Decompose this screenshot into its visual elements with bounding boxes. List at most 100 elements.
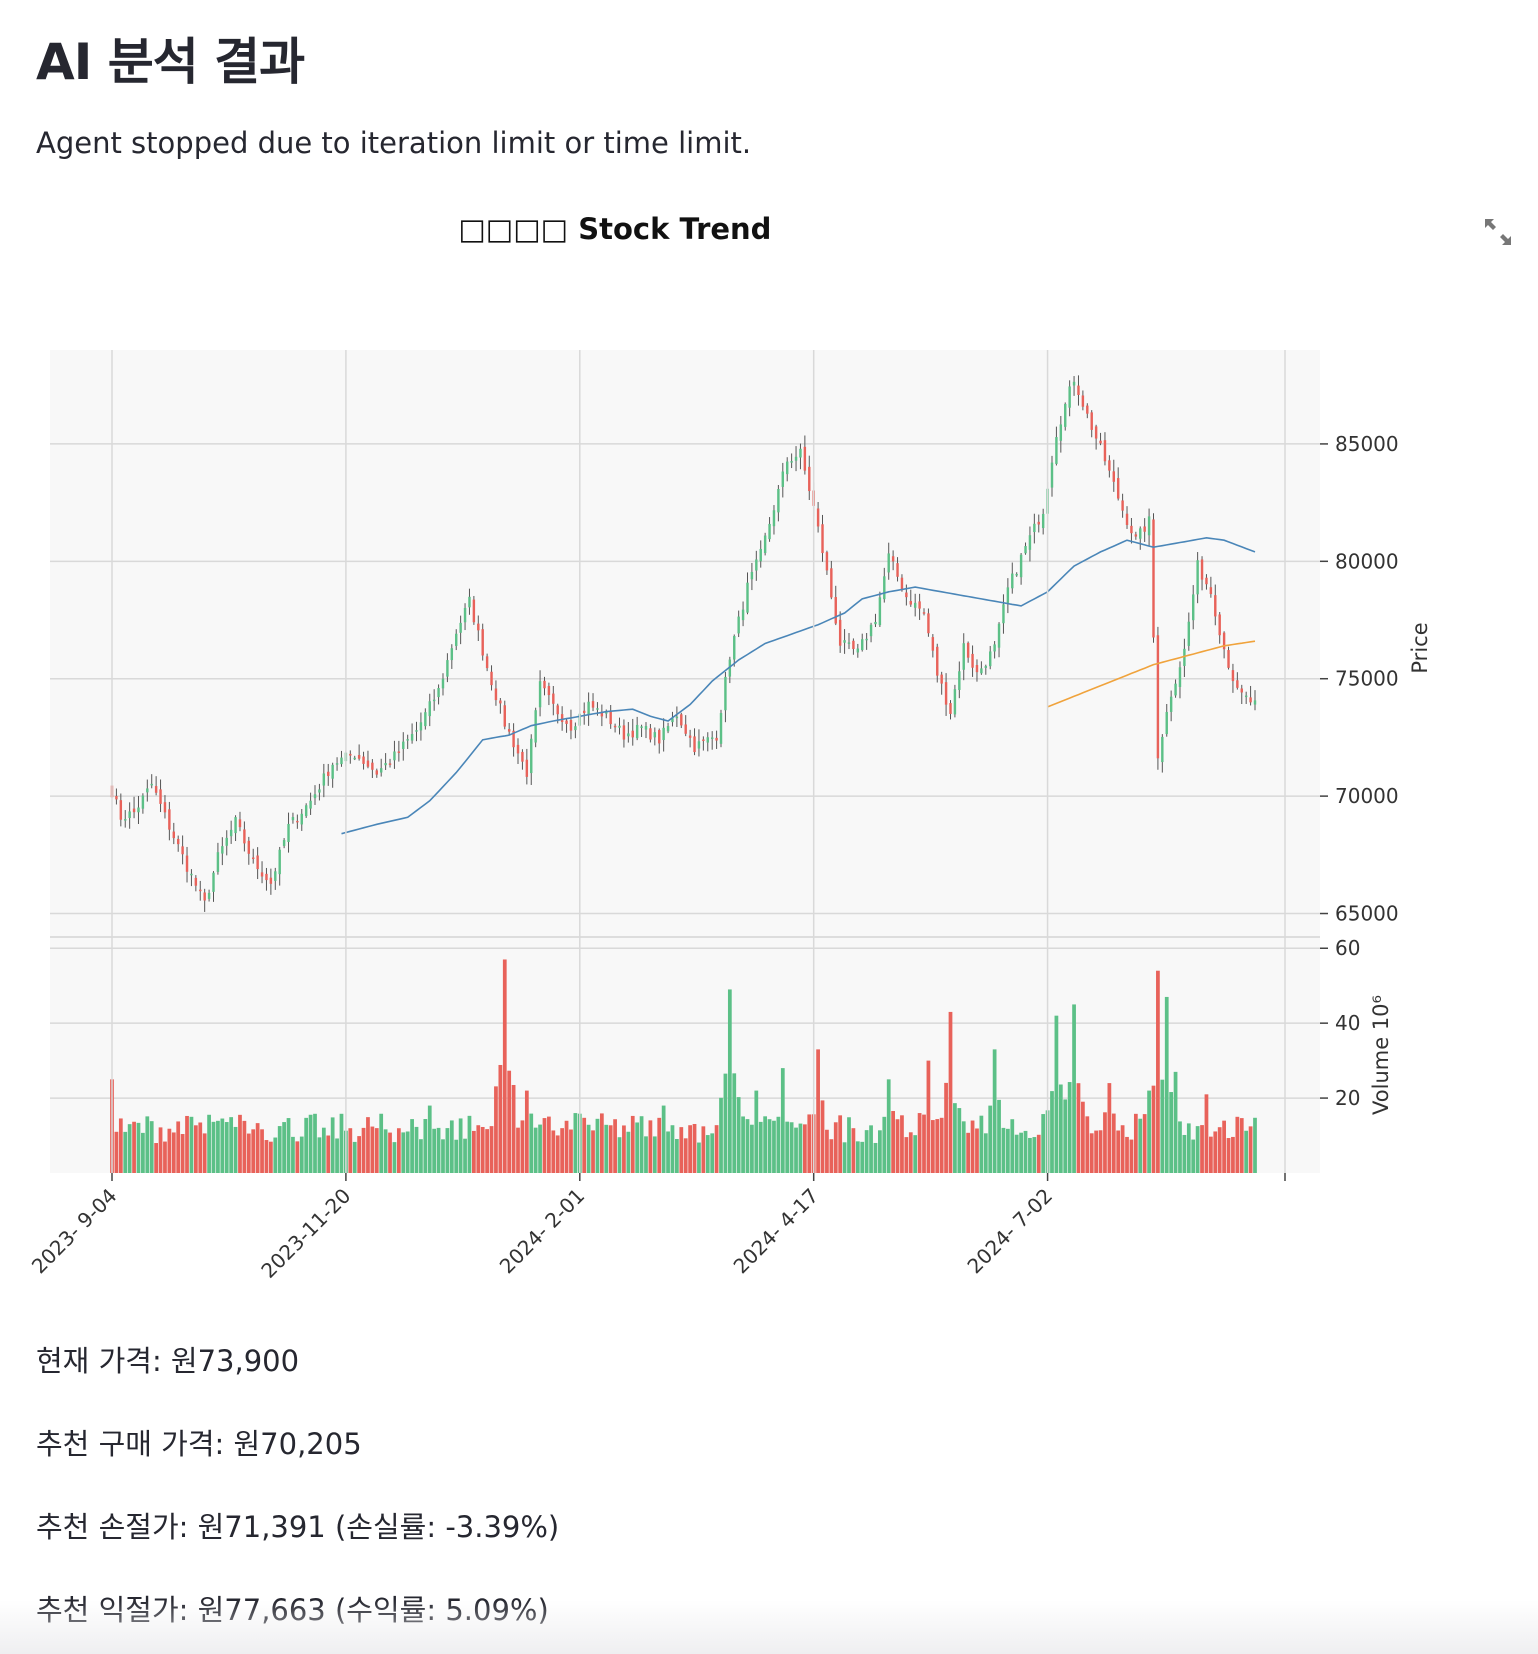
volume-bar bbox=[833, 1122, 838, 1173]
volume-bar bbox=[886, 1079, 891, 1173]
candle-body bbox=[1200, 559, 1204, 580]
candle-body bbox=[1214, 595, 1217, 617]
volume-bar bbox=[1226, 1138, 1231, 1173]
candle-body bbox=[1227, 650, 1230, 668]
candle-body bbox=[635, 724, 639, 739]
volume-bar bbox=[1204, 1094, 1209, 1173]
candle-body bbox=[1006, 587, 1010, 603]
candle-body bbox=[371, 762, 374, 770]
volume-bar bbox=[630, 1115, 635, 1173]
candle-body bbox=[415, 730, 418, 732]
candle-body bbox=[318, 789, 321, 793]
candle-body bbox=[278, 849, 281, 875]
recommended-buy-price-text: 추천 구매 가격: 원70,205 bbox=[36, 1427, 362, 1461]
fullscreen-expand-button[interactable] bbox=[1480, 214, 1516, 250]
candle-body bbox=[653, 732, 657, 738]
volume-bar bbox=[207, 1114, 211, 1173]
date-x-axis-ticks: 2023- 9-04 2023-11-20 2024- 2-01 2024- 4-17… bbox=[27, 1173, 1286, 1283]
volume-bar bbox=[529, 1113, 534, 1173]
volume-bar bbox=[458, 1118, 463, 1173]
volume-bar bbox=[374, 1128, 379, 1173]
candle-body bbox=[852, 640, 855, 649]
volume-bar bbox=[1089, 1133, 1094, 1173]
candle-body bbox=[181, 846, 184, 855]
candle-body bbox=[1055, 437, 1058, 464]
volume-bar bbox=[220, 1118, 225, 1173]
volume-bar bbox=[189, 1116, 194, 1173]
volume-bar bbox=[185, 1115, 189, 1173]
volume-bar bbox=[860, 1141, 865, 1173]
candle-body bbox=[838, 619, 842, 646]
volume-bar bbox=[900, 1115, 904, 1173]
candle-body bbox=[927, 613, 930, 634]
candle-body bbox=[966, 642, 970, 658]
volume-bar bbox=[498, 1064, 503, 1173]
candle-body bbox=[455, 633, 458, 646]
volume-bar bbox=[675, 1138, 679, 1173]
candle-body bbox=[1068, 386, 1071, 408]
volume-bar bbox=[776, 1116, 781, 1173]
candle-body bbox=[530, 738, 533, 774]
candle-body bbox=[688, 735, 692, 738]
candle-body bbox=[697, 741, 701, 749]
candle-body bbox=[1183, 648, 1186, 666]
volume-bar bbox=[520, 1120, 525, 1173]
candle-body bbox=[256, 855, 259, 870]
volume-bar bbox=[1094, 1130, 1099, 1173]
volume-bar bbox=[1076, 1083, 1081, 1173]
volume-bar bbox=[604, 1124, 609, 1173]
volume-bar bbox=[1235, 1116, 1240, 1173]
candle-body bbox=[379, 768, 383, 773]
candle-body bbox=[212, 872, 215, 892]
candle-body bbox=[397, 751, 401, 753]
volume-bar bbox=[547, 1116, 551, 1173]
volume-bar bbox=[935, 1119, 940, 1173]
candle-body bbox=[229, 829, 233, 837]
volume-bar bbox=[908, 1132, 913, 1173]
volume-bar bbox=[802, 1124, 807, 1173]
candle-body bbox=[746, 582, 749, 613]
volume-bar bbox=[198, 1122, 203, 1173]
volume-bar bbox=[313, 1113, 317, 1173]
volume-bar bbox=[750, 1124, 754, 1173]
volume-bar bbox=[251, 1129, 256, 1173]
candle-body bbox=[128, 811, 131, 818]
candle-body bbox=[265, 873, 268, 881]
volume-bar bbox=[1244, 1130, 1249, 1173]
candle-body bbox=[1019, 554, 1023, 578]
volume-bar bbox=[992, 1049, 997, 1173]
volume-bar bbox=[299, 1136, 304, 1173]
candle-body bbox=[362, 756, 365, 764]
candle-body bbox=[168, 809, 171, 830]
volume-bar bbox=[1041, 1114, 1046, 1173]
candle-body bbox=[1152, 519, 1155, 638]
volume-y-axis-ticks: 20 40 60 bbox=[1320, 936, 1360, 1110]
candle-body bbox=[154, 786, 158, 793]
candle-body bbox=[207, 892, 211, 899]
volume-bar bbox=[436, 1127, 441, 1173]
volume-bar bbox=[1138, 1118, 1143, 1173]
candle-body bbox=[1244, 695, 1248, 698]
volume-tick-label: 40 bbox=[1335, 1011, 1360, 1035]
candle-body bbox=[759, 548, 762, 562]
candle-body bbox=[1072, 381, 1076, 386]
candle-body bbox=[185, 855, 189, 872]
volume-tick-label: 20 bbox=[1335, 1086, 1360, 1110]
volume-bar bbox=[396, 1128, 401, 1173]
volume-bar bbox=[1133, 1113, 1138, 1173]
volume-bar bbox=[445, 1128, 450, 1173]
volume-bar bbox=[723, 1073, 728, 1173]
volume-bar bbox=[1186, 1123, 1191, 1173]
candle-body bbox=[1196, 560, 1199, 595]
candle-body bbox=[940, 674, 943, 684]
candle-body bbox=[574, 726, 577, 731]
volume-bar bbox=[873, 1142, 878, 1173]
volume-bar bbox=[1058, 1084, 1063, 1173]
volume-bar bbox=[193, 1125, 198, 1173]
volume-bar bbox=[622, 1125, 626, 1173]
volume-bar bbox=[180, 1134, 185, 1173]
candle-body bbox=[1125, 513, 1129, 525]
candle-body bbox=[357, 755, 361, 759]
candle-body bbox=[468, 596, 471, 608]
volume-bar bbox=[714, 1125, 719, 1173]
